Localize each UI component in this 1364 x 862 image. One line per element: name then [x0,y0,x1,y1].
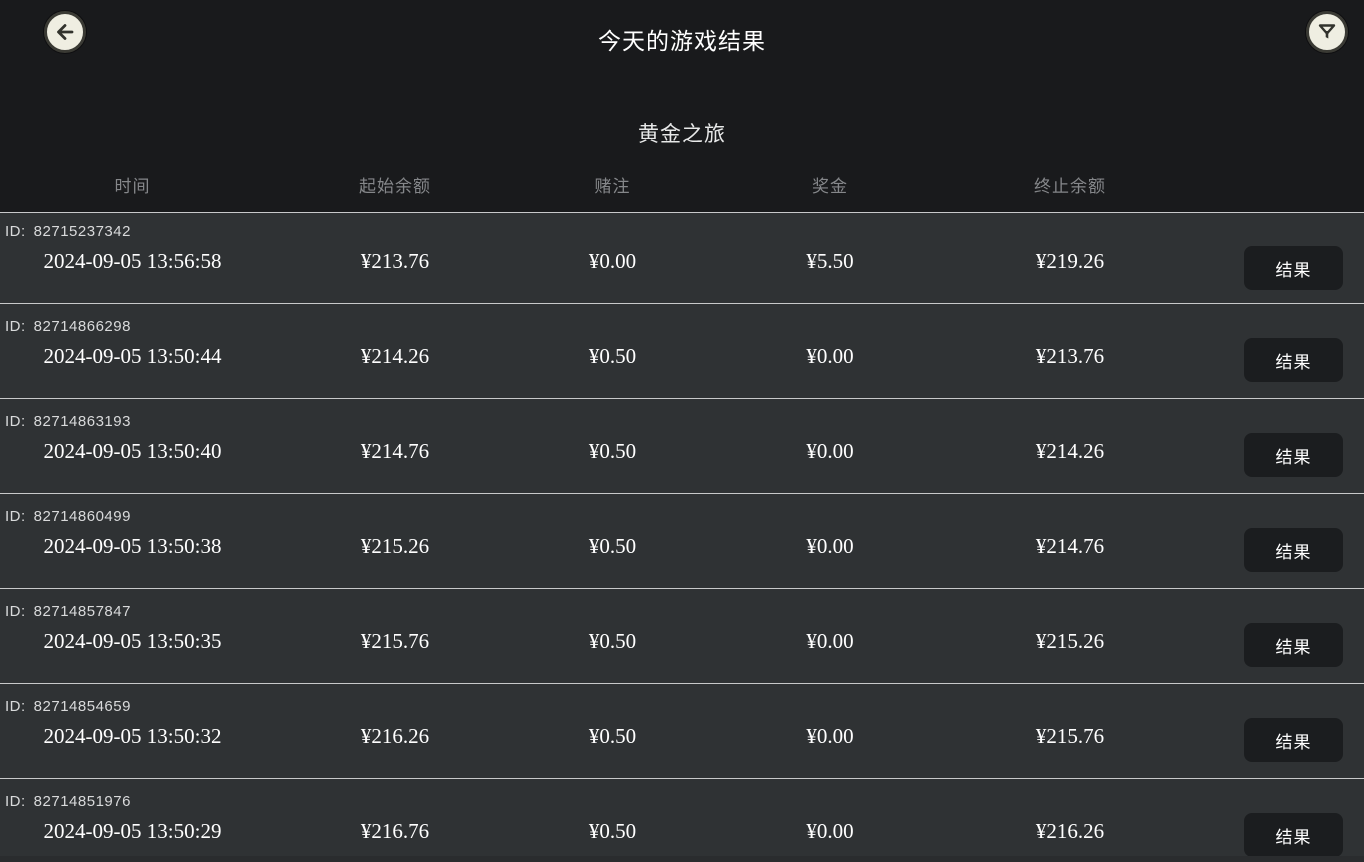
cell-end-balance: ¥216.26 [1035,819,1105,843]
column-header-end-balance: 终止余额 [1034,177,1106,196]
cell-end-balance: ¥214.76 [1035,534,1105,558]
table-row: ID: 82714866298 2024-09-05 13:50:44 ¥214.… [0,304,1364,399]
row-values: 2024-09-05 13:50:44 ¥214.26 ¥0.50 ¥0.00 … [0,344,1364,369]
id-prefix: ID: [5,223,26,240]
cell-start-balance: ¥213.76 [360,249,430,273]
cell-time: 2024-09-05 13:50:44 [43,344,222,368]
column-header-start-balance: 起始余额 [359,177,431,196]
filter-button[interactable] [1306,11,1348,53]
row-id: ID: 82714854659 [0,698,1364,715]
row-id: ID: 82714863193 [0,413,1364,430]
result-button[interactable]: 结果 [1244,246,1343,290]
cell-prize: ¥0.00 [806,439,854,463]
cell-time: 2024-09-05 13:50:38 [43,534,222,558]
result-button[interactable]: 结果 [1244,433,1343,477]
column-header-bet: 赌注 [594,177,631,196]
game-title: 黄金之旅 [638,123,726,146]
table-header: 时间 起始余额 赌注 奖金 终止余额 [0,172,1364,212]
cell-end-balance: ¥219.26 [1035,249,1105,273]
cell-start-balance: ¥216.76 [360,819,430,843]
bottom-edge [0,856,1364,862]
cell-bet: ¥0.50 [588,344,637,368]
row-values: 2024-09-05 13:50:35 ¥215.76 ¥0.50 ¥0.00 … [0,629,1364,654]
id-prefix: ID: [5,698,26,715]
row-values: 2024-09-05 13:50:32 ¥216.26 ¥0.50 ¥0.00 … [0,724,1364,749]
id-prefix: ID: [5,508,26,525]
id-value: 82714863193 [33,413,131,430]
id-value: 82714854659 [33,698,131,715]
table-row: ID: 82714860499 2024-09-05 13:50:38 ¥215.… [0,494,1364,589]
cell-start-balance: ¥214.26 [360,344,430,368]
cell-end-balance: ¥215.76 [1035,724,1105,748]
id-prefix: ID: [5,318,26,335]
cell-prize: ¥0.00 [806,344,854,368]
row-values: 2024-09-05 13:56:58 ¥213.76 ¥0.00 ¥5.50 … [0,249,1364,274]
id-prefix: ID: [5,603,26,620]
row-values: 2024-09-05 13:50:29 ¥216.76 ¥0.50 ¥0.00 … [0,819,1364,844]
cell-time: 2024-09-05 13:50:32 [43,724,222,748]
cell-bet: ¥0.50 [588,629,637,653]
row-id: ID: 82714866298 [0,318,1364,335]
row-id: ID: 82714857847 [0,603,1364,620]
result-button[interactable]: 结果 [1244,813,1343,857]
cell-time: 2024-09-05 13:50:35 [43,629,222,653]
cell-end-balance: ¥214.26 [1035,439,1105,463]
arrow-left-icon [53,20,77,44]
id-value: 82714857847 [33,603,131,620]
cell-bet: ¥0.00 [588,249,637,273]
cell-start-balance: ¥215.26 [360,534,430,558]
cell-end-balance: ¥215.26 [1035,629,1105,653]
top-bar: 今天的游戏结果 [0,0,1364,64]
results-list: ID: 82715237342 2024-09-05 13:56:58 ¥213.… [0,212,1364,862]
cell-start-balance: ¥216.26 [360,724,430,748]
id-value: 82714866298 [33,318,131,335]
column-header-time: 时间 [114,177,151,196]
id-value: 82714851976 [33,793,131,810]
result-button[interactable]: 结果 [1244,718,1343,762]
id-prefix: ID: [5,413,26,430]
cell-start-balance: ¥214.76 [360,439,430,463]
cell-prize: ¥0.00 [806,724,854,748]
table-row: ID: 82714854659 2024-09-05 13:50:32 ¥216.… [0,684,1364,779]
cell-time: 2024-09-05 13:50:29 [43,819,222,843]
row-id: ID: 82715237342 [0,223,1364,240]
table-row: ID: 82714851976 2024-09-05 13:50:29 ¥216.… [0,779,1364,862]
result-button[interactable]: 结果 [1244,338,1343,382]
row-values: 2024-09-05 13:50:38 ¥215.26 ¥0.50 ¥0.00 … [0,534,1364,559]
id-value: 82715237342 [33,223,131,240]
row-values: 2024-09-05 13:50:40 ¥214.76 ¥0.50 ¥0.00 … [0,439,1364,464]
cell-end-balance: ¥213.76 [1035,344,1105,368]
cell-prize: ¥0.00 [806,629,854,653]
cell-time: 2024-09-05 13:56:58 [43,249,222,273]
cell-bet: ¥0.50 [588,534,637,558]
cell-bet: ¥0.50 [588,819,637,843]
id-value: 82714860499 [33,508,131,525]
cell-bet: ¥0.50 [588,439,637,463]
cell-prize: ¥5.50 [806,249,854,273]
column-header-prize: 奖金 [812,177,848,196]
page-title: 今天的游戏结果 [598,28,766,54]
back-button[interactable] [44,11,86,53]
table-row: ID: 82715237342 2024-09-05 13:56:58 ¥213.… [0,213,1364,304]
result-button[interactable]: 结果 [1244,623,1343,667]
filter-icon [1315,20,1339,44]
result-button[interactable]: 结果 [1244,528,1343,572]
cell-prize: ¥0.00 [806,819,854,843]
id-prefix: ID: [5,793,26,810]
row-id: ID: 82714851976 [0,793,1364,810]
row-id: ID: 82714860499 [0,508,1364,525]
table-row: ID: 82714857847 2024-09-05 13:50:35 ¥215.… [0,589,1364,684]
cell-time: 2024-09-05 13:50:40 [43,439,222,463]
cell-prize: ¥0.00 [806,534,854,558]
cell-bet: ¥0.50 [588,724,637,748]
table-row: ID: 82714863193 2024-09-05 13:50:40 ¥214.… [0,399,1364,494]
cell-start-balance: ¥215.76 [360,629,430,653]
